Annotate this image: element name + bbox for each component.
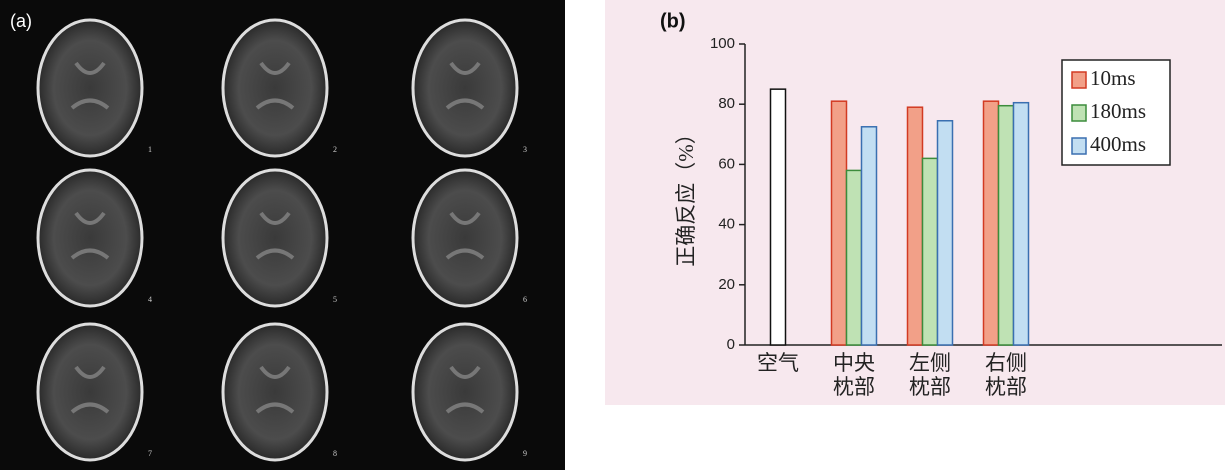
bar xyxy=(997,104,1015,346)
y-axis-label: 正确反应（%） xyxy=(674,123,698,267)
y-tick-label: 40 xyxy=(718,216,735,233)
brain-scan xyxy=(221,18,329,158)
brain-scan xyxy=(36,168,144,308)
y-tick-label: 80 xyxy=(718,95,735,112)
panel-a-label: (a) xyxy=(10,11,32,31)
bar xyxy=(845,169,863,346)
image-number: 7 xyxy=(148,449,152,458)
bar xyxy=(982,100,1000,346)
x-tick-label: 空气 xyxy=(757,351,799,375)
bar xyxy=(906,106,924,346)
brain-scan xyxy=(221,322,329,462)
brain-scan xyxy=(36,18,144,158)
x-tick-label: 右侧 枕部 xyxy=(985,351,1027,399)
legend-label: 400ms xyxy=(1090,132,1146,156)
bar xyxy=(921,157,939,346)
brain-ventricle xyxy=(70,211,110,260)
bar xyxy=(1012,101,1030,346)
bar xyxy=(830,100,848,346)
image-number: 8 xyxy=(333,449,337,458)
brain-ventricle xyxy=(255,61,295,110)
brain-scan xyxy=(411,168,519,308)
image-number: 3 xyxy=(523,145,527,154)
bar xyxy=(936,120,954,346)
legend-swatch xyxy=(1071,104,1087,122)
brain-ventricle xyxy=(445,211,485,260)
x-tick-label: 左侧 枕部 xyxy=(909,351,951,399)
y-tick-label: 60 xyxy=(718,155,735,172)
panel-b-label: (b) xyxy=(660,10,686,32)
brain-scan xyxy=(221,168,329,308)
legend-swatch xyxy=(1071,71,1087,89)
legend-label: 10ms xyxy=(1090,66,1136,90)
brain-ventricle xyxy=(70,365,110,414)
y-tick-label: 0 xyxy=(727,336,735,353)
y-tick-label: 20 xyxy=(718,276,735,293)
brain-ventricle xyxy=(255,365,295,414)
image-number: 4 xyxy=(148,295,152,304)
brain-scan xyxy=(411,322,519,462)
brain-ventricle xyxy=(445,61,485,110)
brain-ventricle xyxy=(255,211,295,260)
brain-scan xyxy=(411,18,519,158)
image-number: 5 xyxy=(333,295,337,304)
image-number: 2 xyxy=(333,145,337,154)
bar xyxy=(860,126,878,346)
y-tick-label: 100 xyxy=(710,35,735,52)
bar xyxy=(769,88,787,346)
image-number: 1 xyxy=(148,145,152,154)
image-number: 6 xyxy=(523,295,527,304)
legend-swatch xyxy=(1071,137,1087,155)
brain-scan xyxy=(36,322,144,462)
brain-ventricle xyxy=(445,365,485,414)
legend-label: 180ms xyxy=(1090,99,1146,123)
brain-ventricle xyxy=(70,61,110,110)
x-tick-label: 中央 枕部 xyxy=(833,351,875,399)
image-number: 9 xyxy=(523,449,527,458)
